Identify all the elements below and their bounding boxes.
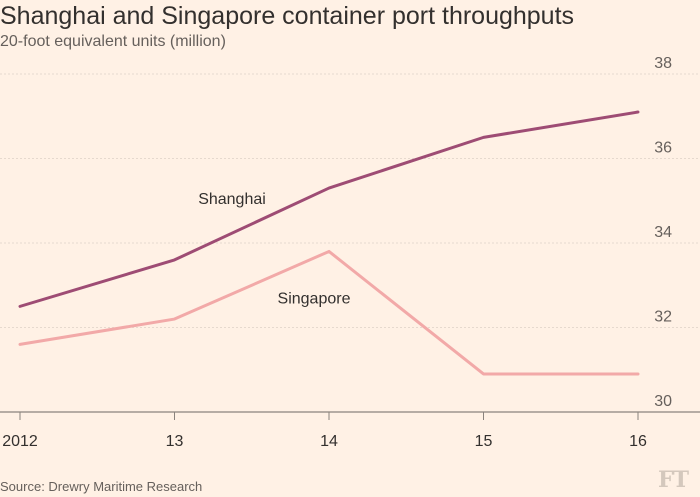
chart-title: Shanghai and Singapore container port th… [0, 2, 575, 30]
chart-subtitle: 20-foot equivalent units (million) [0, 33, 226, 50]
series-line-singapore [18, 249, 640, 376]
y-tick-label: 38 [654, 55, 672, 72]
series-label-singapore: Singapore [278, 290, 351, 307]
x-tick-label: 16 [629, 433, 647, 450]
x-tick-label: 14 [320, 433, 338, 450]
y-tick-label: 34 [654, 224, 672, 241]
ft-logo: FT [658, 467, 689, 493]
x-tick-label: 13 [166, 433, 184, 450]
y-tick-label: 30 [654, 393, 672, 410]
x-tick-label: 2012 [2, 433, 38, 450]
x-tick-label: 15 [475, 433, 493, 450]
series-label-shanghai: Shanghai [198, 191, 266, 208]
y-tick-label: 36 [654, 140, 672, 157]
source-note: Source: Drewry Maritime Research [0, 479, 203, 494]
series-line-shanghai [18, 110, 640, 308]
y-tick-label: 32 [654, 309, 672, 326]
